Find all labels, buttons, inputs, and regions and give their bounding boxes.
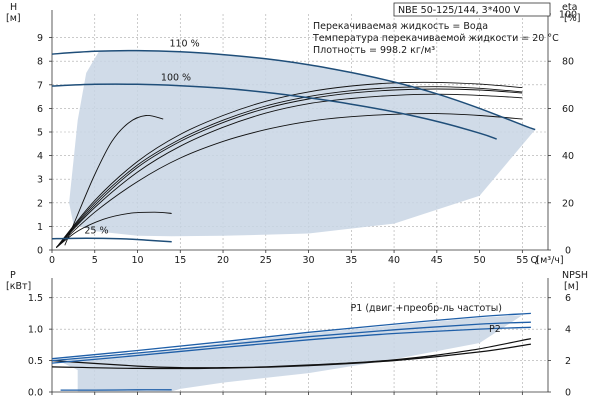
operating-range-area — [52, 315, 523, 392]
x-tick-label: 0 — [49, 255, 55, 266]
efficiency-curve — [55, 81, 523, 248]
head-curve-label: 100 % — [161, 72, 191, 83]
x-tick-label: 55 — [516, 255, 528, 266]
y-tick-label: 7 — [37, 80, 43, 91]
condition-density: Плотность = 998.2 кг/м³ — [313, 45, 435, 56]
x-tick-label: 10 — [131, 255, 143, 266]
condition-temperature: Температура перекачиваемой жидкости = 20… — [312, 33, 559, 44]
efficiency-curve — [56, 211, 172, 248]
y2-tick-label: 80 — [562, 57, 574, 68]
efficiency-curve — [64, 115, 164, 246]
y-tick-label: 6 — [37, 104, 43, 115]
y2-axis-unit: [%] — [564, 13, 580, 24]
x-tick-label: 15 — [174, 255, 186, 266]
y2-axis-label: eta — [562, 2, 577, 13]
y-axis-label: H — [10, 2, 17, 13]
y-tick-label: 5 — [37, 128, 43, 139]
x-tick-label: 50 — [474, 255, 486, 266]
y2-axis-label: NPSH — [562, 270, 588, 281]
y-tick-label: 8 — [37, 57, 43, 68]
y-tick-label: 0.5 — [28, 356, 43, 367]
head-curve — [51, 49, 536, 131]
power-p1-label: P1 (двиг.+преобр-ль частоты) — [351, 303, 502, 314]
npsh-curve — [51, 343, 531, 370]
model-label: NBE 50-125/144, 3*400 V — [398, 5, 521, 16]
power-p2-label: P2 — [489, 324, 501, 335]
efficiency-curve — [55, 113, 523, 248]
x-tick-label: 45 — [431, 255, 443, 266]
y2-tick-label: 0 — [565, 388, 571, 399]
y2-axis-unit: [м] — [564, 281, 579, 292]
power-npsh-panel: 0.0 0.5 1.0 1.5 0 2 4 6 P[кВт] NPSH[м] P1 (двиг.+п… — [6, 270, 588, 399]
x-tick-label: 20 — [217, 255, 229, 266]
y-tick-label: 9 — [37, 33, 43, 44]
y-tick-label: 2 — [37, 198, 43, 209]
y2-tick-label: 2 — [565, 356, 571, 367]
y2-tick-label: 20 — [562, 198, 574, 209]
condition-fluid: Перекачиваемая жидкость = Вода — [313, 21, 488, 32]
y-tick-label: 0.0 — [28, 388, 43, 399]
x-tick-label: 35 — [345, 255, 357, 266]
conditions-note: Перекачиваемая жидкость = Вода Температу… — [312, 21, 559, 56]
y-axis-label: P — [10, 270, 16, 281]
efficiency-curve — [55, 86, 523, 248]
y2-tick-label: 60 — [562, 104, 574, 115]
y-axis-unit: [кВт] — [6, 281, 31, 292]
operating-range-area — [52, 50, 536, 237]
x-tick-label: 30 — [303, 255, 315, 266]
x-axis-unit: [м³/ч] — [536, 255, 563, 266]
y2-tick-label: 100 — [559, 10, 577, 21]
y-tick-label: 4 — [37, 151, 43, 162]
head-curve — [51, 83, 497, 140]
y2-tick-label: 4 — [565, 325, 571, 336]
y-tick-label: 1 — [37, 222, 43, 233]
x-axis-label: Q — [531, 255, 538, 266]
power-curve — [51, 312, 531, 360]
y-axis-unit: [м] — [6, 13, 21, 24]
x-tick-label: 25 — [260, 255, 272, 266]
y-tick-label: 1.0 — [28, 325, 43, 336]
y2-tick-label: 6 — [565, 293, 571, 304]
model-box: NBE 50-125/144, 3*400 V — [393, 2, 551, 17]
y-tick-label: 1.5 — [28, 293, 43, 304]
x-tick-label: 40 — [388, 255, 400, 266]
y2-tick-label: 40 — [562, 151, 574, 162]
power-curve — [51, 326, 531, 364]
head-curve — [51, 237, 172, 243]
x-tick-label: 5 — [92, 255, 98, 266]
y-tick-label: 0 — [37, 246, 43, 257]
y2-tick-label: 0 — [565, 246, 571, 257]
y-tick-label: 3 — [37, 175, 43, 186]
head-curve-label: 110 % — [169, 39, 199, 50]
head-curve-label: 25 % — [84, 226, 108, 237]
power-curve — [51, 321, 531, 362]
efficiency-curve — [55, 88, 523, 248]
